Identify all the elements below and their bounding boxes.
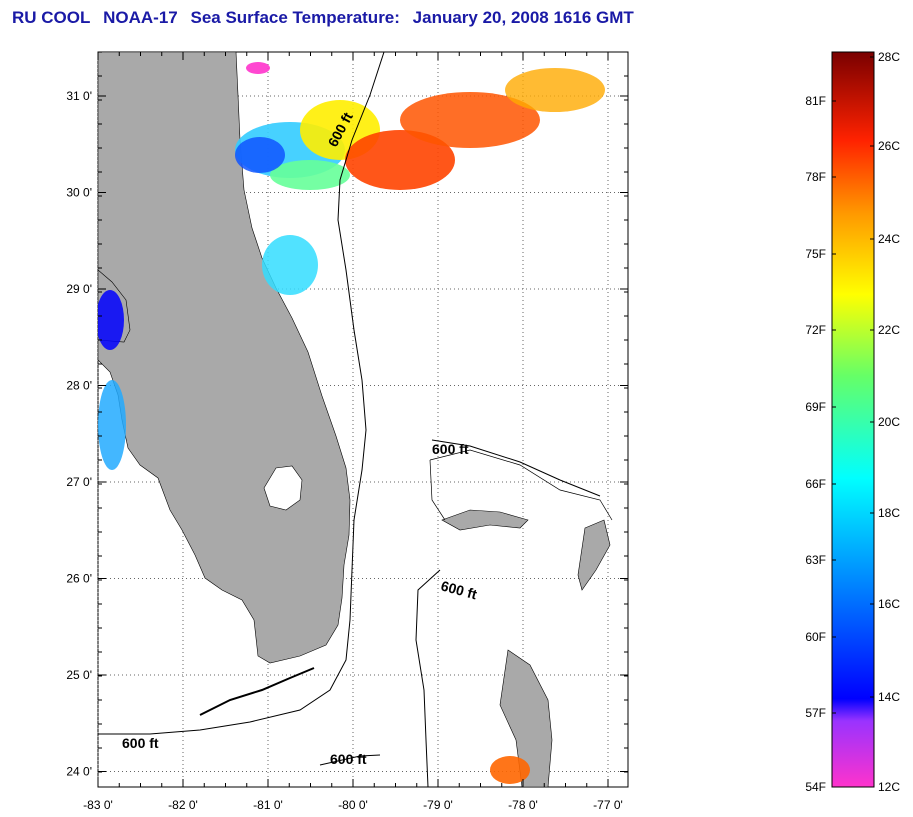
colorbar-f-label: 63F: [805, 553, 826, 567]
lat-tick-label: 30 0': [66, 186, 92, 200]
lat-tick-label: 25 0': [66, 668, 92, 682]
lat-tick-label: 31 0': [66, 89, 92, 103]
title-org: RU COOL: [12, 8, 91, 27]
colorbar-f-label: 72F: [805, 323, 826, 337]
lon-tick-label: -80 0': [338, 798, 368, 812]
colorbar-f-label: 81F: [805, 94, 826, 108]
colorbar-c-label: 22C: [878, 323, 900, 337]
sst-data-patches: [98, 62, 605, 784]
colorbar-c-label: 28C: [878, 50, 900, 64]
colorbar-f-label: 78F: [805, 170, 826, 184]
colorbar-f-label: 54F: [805, 780, 826, 794]
colorbar-c-label: 20C: [878, 415, 900, 429]
bahamas-andros: [499, 649, 553, 787]
lat-tick-label: 26 0': [66, 572, 92, 586]
colorbar-f-label: 69F: [805, 400, 826, 414]
florida-keys: [199, 667, 315, 716]
isobath-600ft: [98, 52, 601, 787]
colorbar-c-label: 12C: [878, 780, 900, 794]
lat-tick-label: 24 0': [66, 765, 92, 779]
isobath-label-bahamas: 600 ft: [432, 441, 469, 457]
bahamas-abaco: [577, 519, 611, 591]
latitude-labels: 31 0' 30 0' 29 0' 28 0' 27 0' 26 0' 25 0' 24 0': [66, 51, 628, 779]
bahamas-grand-bahama: [441, 509, 529, 531]
colorbar-f-label: 57F: [805, 706, 826, 720]
colorbar-c-label: 24C: [878, 232, 900, 246]
lat-tick-label: 28 0': [66, 379, 92, 393]
title-product: Sea Surface Temperature:: [190, 8, 400, 27]
bahama-bank-outline: [429, 449, 613, 521]
colorbar-f-label: 60F: [805, 630, 826, 644]
title-satellite: NOAA-17: [103, 8, 178, 27]
colorbar-celsius-labels: 28C 26C 24C 22C 20C 18C 16C 14C 12C: [870, 50, 900, 794]
colorbar-f-label: 66F: [805, 477, 826, 491]
isobath-label-south: 600 ft: [330, 751, 367, 767]
lon-tick-label: -79 0': [423, 798, 453, 812]
isobath-label-keys: 600 ft: [122, 735, 159, 751]
colorbar-c-label: 14C: [878, 690, 900, 704]
lon-tick-label: -78 0': [508, 798, 538, 812]
colorbar-c-label: 18C: [878, 506, 900, 520]
colorbar: [831, 51, 875, 788]
lon-tick-label: -82 0': [168, 798, 198, 812]
lon-tick-label: -83 0': [83, 798, 113, 812]
colorbar-c-label: 26C: [878, 139, 900, 153]
lon-tick-label: -81 0': [253, 798, 283, 812]
colorbar-c-label: 16C: [878, 597, 900, 611]
longitude-labels: -83 0' -82 0' -81 0' -80 0' -79 0' -78 0' -77 …: [83, 52, 623, 812]
lat-tick-label: 29 0': [66, 282, 92, 296]
title-datetime: January 20, 2008 1616 GMT: [412, 8, 634, 27]
florida-landmass: [98, 52, 351, 664]
lon-tick-label: -77 0': [593, 798, 623, 812]
colorbar-fahrenheit-labels: 81F 78F 75F 72F 69F 66F 63F 60F 57F 54F: [805, 94, 836, 794]
map-title: RU COOL NOAA-17 Sea Surface Temperature:…: [12, 8, 642, 28]
lake-okeechobee: [263, 465, 303, 511]
lat-tick-label: 27 0': [66, 475, 92, 489]
colorbar-f-label: 75F: [805, 247, 826, 261]
